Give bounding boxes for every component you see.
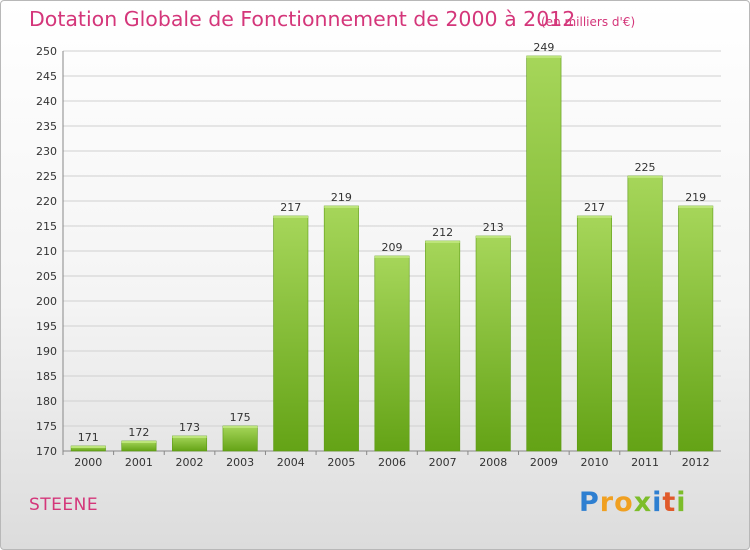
- y-tick-label: 220: [36, 195, 57, 208]
- x-tick-label-2004: 2004: [277, 456, 305, 469]
- bar-2006: [374, 255, 410, 452]
- x-tick-label-2001: 2001: [125, 456, 153, 469]
- value-label-2008: 213: [483, 221, 504, 234]
- y-tick-label: 170: [36, 445, 57, 458]
- bar-highlight-2003: [222, 426, 258, 428]
- x-tick-label-2009: 2009: [530, 456, 558, 469]
- bar-highlight-2010: [577, 216, 612, 218]
- y-tick-label: 200: [36, 295, 57, 308]
- value-label-2010: 217: [584, 201, 605, 214]
- value-label-2006: 209: [382, 241, 403, 254]
- value-label-2007: 212: [432, 226, 453, 239]
- bar-2003: [222, 425, 258, 452]
- y-tick-label: 240: [36, 95, 57, 108]
- bar-highlight-2009: [526, 56, 562, 58]
- bar-2010: [576, 215, 612, 452]
- chart-title: Dotation Globale de Fonctionnement de 20…: [29, 7, 576, 31]
- y-tick-label: 195: [36, 320, 57, 333]
- value-label-2003: 175: [230, 411, 251, 424]
- bar-highlight-2011: [627, 176, 663, 178]
- y-tick-label: 205: [36, 270, 57, 283]
- value-label-2002: 173: [179, 421, 200, 434]
- bar-2002: [172, 435, 208, 452]
- bar-2007: [425, 240, 461, 452]
- value-label-2000: 171: [78, 431, 99, 444]
- bar-highlight-2008: [476, 236, 511, 238]
- y-tick-label: 180: [36, 395, 57, 408]
- y-tick-label: 210: [36, 245, 57, 258]
- y-tick-label: 235: [36, 120, 57, 133]
- y-tick-label: 215: [36, 220, 57, 233]
- y-tick-label: 245: [36, 70, 57, 83]
- y-tick-label: 175: [36, 420, 57, 433]
- x-tick-label-2012: 2012: [682, 456, 710, 469]
- x-tick-label-2005: 2005: [327, 456, 355, 469]
- bar-2012: [678, 205, 714, 452]
- bar-highlight-2001: [121, 441, 157, 443]
- bar-2008: [475, 235, 511, 452]
- bar-2005: [323, 205, 359, 452]
- chart-subtitle: (en milliers d'€): [541, 15, 636, 29]
- y-tick-label: 230: [36, 145, 57, 158]
- bar-2004: [273, 215, 309, 452]
- bar-highlight-2004: [273, 216, 308, 218]
- value-label-2001: 172: [128, 426, 149, 439]
- y-tick-label: 250: [36, 45, 57, 58]
- y-tick-label: 190: [36, 345, 57, 358]
- bar-highlight-2000: [71, 446, 106, 448]
- value-label-2004: 217: [280, 201, 301, 214]
- labels: 170 175 180 185 190 195 200 205 210 215 220 225 230 2…: [36, 41, 710, 469]
- x-tick-label-2011: 2011: [631, 456, 659, 469]
- x-tick-label-2008: 2008: [479, 456, 507, 469]
- y-tick-label: 185: [36, 370, 57, 383]
- proxiti-logo[interactable]: Proxiti: [579, 487, 687, 518]
- x-tick-label-2000: 2000: [74, 456, 102, 469]
- x-tick-label-2003: 2003: [226, 456, 254, 469]
- value-label-2005: 219: [331, 191, 352, 204]
- bars: [70, 55, 714, 452]
- bar-highlight-2012: [678, 206, 713, 208]
- x-tick-label-2010: 2010: [580, 456, 608, 469]
- value-label-2012: 219: [685, 191, 706, 204]
- bar-2011: [627, 175, 663, 452]
- x-tick-label-2007: 2007: [429, 456, 457, 469]
- x-tick-label-2002: 2002: [176, 456, 204, 469]
- commune-name: STEENE: [29, 495, 99, 515]
- x-tick-label-2006: 2006: [378, 456, 406, 469]
- value-label-2011: 225: [635, 161, 656, 174]
- bar-highlight-2006: [374, 256, 410, 258]
- bar-2009: [526, 55, 562, 452]
- bar-highlight-2005: [324, 206, 359, 208]
- bar-highlight-2007: [425, 241, 460, 243]
- value-label-2009: 249: [533, 41, 554, 54]
- y-tick-label: 225: [36, 170, 57, 183]
- bar-highlight-2002: [172, 436, 207, 438]
